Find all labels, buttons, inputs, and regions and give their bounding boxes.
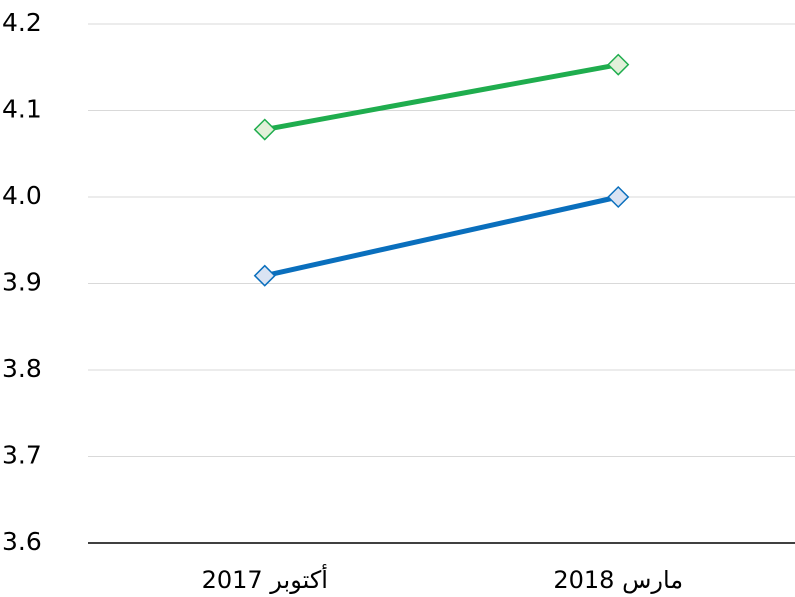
marker <box>253 264 276 287</box>
y-tick-label: 3.6 <box>2 527 42 556</box>
y-tick-label: 4.0 <box>2 181 42 210</box>
y-tick-label: 4.1 <box>2 95 42 124</box>
x-tick-label: أكتوبر 2017 <box>202 564 328 594</box>
series-line <box>264 194 619 279</box>
marker <box>607 185 630 209</box>
y-tick-label: 4.2 <box>2 8 42 37</box>
y-tick-label: 3.8 <box>2 354 42 383</box>
y-tick-label: 3.9 <box>2 268 42 297</box>
series-line <box>264 62 619 132</box>
marker <box>253 118 276 141</box>
y-tick-label: 3.7 <box>2 441 42 470</box>
x-tick-label: مارس 2018 <box>553 566 683 594</box>
marker <box>607 53 630 76</box>
